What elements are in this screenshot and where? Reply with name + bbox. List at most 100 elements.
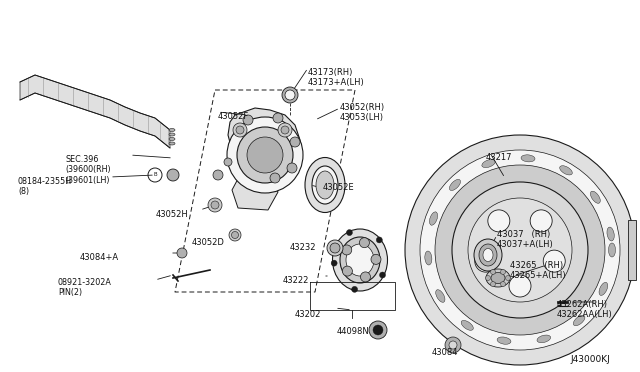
Circle shape [247,137,283,173]
Circle shape [468,198,572,302]
Polygon shape [20,75,170,148]
Text: 43052(RH)
43053(LH): 43052(RH) 43053(LH) [340,103,385,122]
Text: 43052D: 43052D [192,238,225,247]
Circle shape [530,210,552,232]
Circle shape [177,248,187,258]
Circle shape [285,90,295,100]
Polygon shape [228,108,300,182]
Circle shape [327,240,343,256]
Text: 43052E: 43052E [323,183,355,192]
Ellipse shape [479,244,497,266]
Text: 44098N: 44098N [337,327,370,336]
Polygon shape [232,175,278,210]
Ellipse shape [497,337,511,344]
Text: 08921-3202A
PIN(2): 08921-3202A PIN(2) [58,278,112,297]
Circle shape [331,260,337,266]
Ellipse shape [436,290,445,302]
Circle shape [543,250,565,272]
Circle shape [167,169,179,181]
Text: 43052F: 43052F [218,112,249,121]
Ellipse shape [169,142,175,145]
Circle shape [278,123,292,137]
Text: 08184-2355H
(8): 08184-2355H (8) [18,177,72,196]
Ellipse shape [474,239,502,271]
Text: B: B [153,173,157,177]
Text: 43202: 43202 [295,310,321,319]
Text: 43265   (RH)
43265+A(LH): 43265 (RH) 43265+A(LH) [510,261,566,280]
Circle shape [290,137,300,147]
Circle shape [500,269,506,275]
FancyBboxPatch shape [628,220,636,280]
Circle shape [224,158,232,166]
Circle shape [211,201,219,209]
Circle shape [380,272,385,278]
Ellipse shape [591,191,600,203]
Circle shape [420,150,620,350]
Circle shape [373,325,383,335]
Ellipse shape [521,155,535,162]
Circle shape [369,321,387,339]
Ellipse shape [346,244,374,276]
Text: 43052H: 43052H [156,210,189,219]
Ellipse shape [429,212,438,225]
Circle shape [500,282,506,286]
Ellipse shape [609,243,616,257]
Circle shape [330,243,340,253]
Ellipse shape [312,166,338,204]
Circle shape [405,135,635,365]
Ellipse shape [482,160,495,168]
Circle shape [236,126,244,134]
Circle shape [488,210,510,232]
Circle shape [243,115,253,125]
Ellipse shape [573,315,585,326]
Text: 43173(RH)
43173+A(LH): 43173(RH) 43173+A(LH) [308,68,365,87]
Circle shape [237,127,293,183]
Circle shape [475,250,497,272]
Circle shape [371,254,381,264]
Circle shape [360,238,369,248]
Circle shape [287,163,297,173]
Circle shape [452,182,588,318]
Circle shape [213,170,223,180]
Circle shape [435,165,605,335]
Ellipse shape [169,133,175,136]
Ellipse shape [461,320,474,330]
Circle shape [351,286,358,292]
Circle shape [227,117,303,193]
Text: 43232: 43232 [290,243,317,252]
Text: 43222: 43222 [283,276,309,285]
Circle shape [208,198,222,212]
Circle shape [342,266,353,276]
Ellipse shape [483,248,493,262]
Ellipse shape [537,335,550,343]
Ellipse shape [340,237,380,283]
Circle shape [490,282,495,286]
Ellipse shape [425,251,432,265]
Ellipse shape [169,128,175,131]
Circle shape [506,276,511,280]
Text: SEC.396
(39600(RH)
(39601(LH): SEC.396 (39600(RH) (39601(LH) [65,155,111,185]
Text: 43217: 43217 [486,153,513,162]
Circle shape [360,272,371,282]
Circle shape [376,237,382,243]
Circle shape [342,245,352,255]
Text: 43037   (RH)
43037+A(LH): 43037 (RH) 43037+A(LH) [497,230,554,249]
Ellipse shape [599,282,608,295]
Ellipse shape [491,273,505,283]
Ellipse shape [169,138,175,141]
Text: 43262A(RH)
43262AA(LH): 43262A(RH) 43262AA(LH) [557,300,612,320]
Ellipse shape [607,227,614,241]
Circle shape [486,276,490,280]
Circle shape [509,275,531,297]
Ellipse shape [333,229,387,291]
Circle shape [232,231,239,238]
Circle shape [229,229,241,241]
Ellipse shape [305,157,345,212]
Ellipse shape [486,269,510,287]
Text: 43084+A: 43084+A [80,253,119,262]
Circle shape [273,113,283,123]
Circle shape [282,87,298,103]
Circle shape [445,337,461,353]
Circle shape [233,123,247,137]
Circle shape [270,173,280,183]
